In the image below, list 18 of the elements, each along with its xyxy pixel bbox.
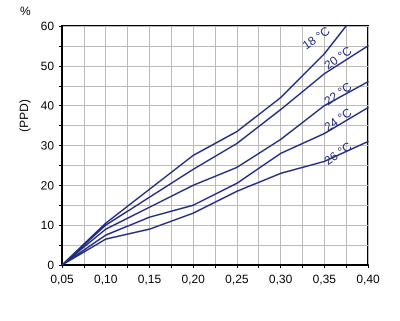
x-tick-label: 0,35 xyxy=(312,272,336,286)
x-tick-label: 0,10 xyxy=(94,272,118,286)
x-tick-label: 0,20 xyxy=(181,272,206,286)
text: % xyxy=(20,4,31,18)
y-tick-label: 60 xyxy=(40,19,54,33)
x-tick-label: 0,15 xyxy=(138,272,162,286)
text: 24 °C xyxy=(322,105,355,134)
x-tick-label: 0,05 xyxy=(50,272,74,286)
y-tick-label: 50 xyxy=(40,58,54,73)
y-tick-label: 0 xyxy=(47,258,54,272)
x-tick-label: 0,25 xyxy=(225,272,249,286)
x-tick-label: 0,30 xyxy=(268,272,293,286)
x-tick-label: 0,40 xyxy=(356,272,380,286)
y-axis-title: (PPD) xyxy=(16,99,31,132)
y-tick-label: 20 xyxy=(40,178,54,192)
y-tick-label: 30 xyxy=(40,138,54,152)
y-tick-label: 40 xyxy=(40,98,54,113)
y-tick-label: 10 xyxy=(40,218,54,232)
